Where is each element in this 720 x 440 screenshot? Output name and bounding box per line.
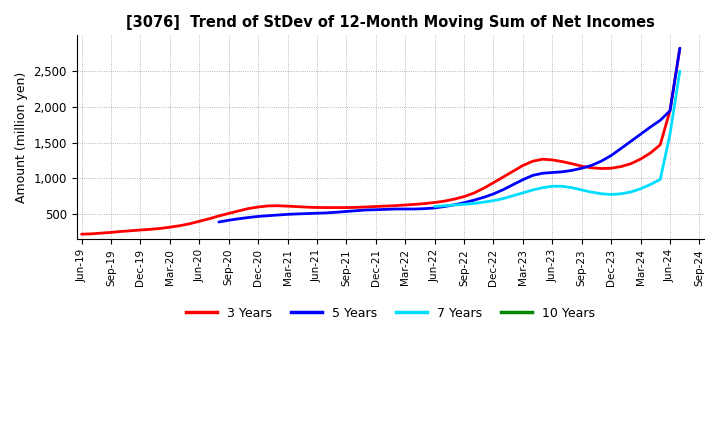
5 Years	[626, 139, 635, 144]
3 Years	[195, 219, 204, 224]
Legend: 3 Years, 5 Years, 7 Years, 10 Years: 3 Years, 5 Years, 7 Years, 10 Years	[181, 302, 600, 325]
5 Years	[616, 146, 625, 151]
Line: 7 Years: 7 Years	[435, 71, 680, 206]
Y-axis label: Amount (million yen): Amount (million yen)	[15, 72, 28, 203]
7 Years	[431, 204, 439, 209]
7 Years	[597, 191, 606, 196]
5 Years	[323, 210, 331, 216]
5 Years	[312, 211, 321, 216]
7 Years	[675, 69, 684, 74]
7 Years	[626, 189, 635, 194]
5 Years	[460, 200, 469, 205]
7 Years	[666, 132, 675, 137]
5 Years	[352, 208, 361, 213]
Title: [3076]  Trend of StDev of 12-Month Moving Sum of Net Incomes: [3076] Trend of StDev of 12-Month Moving…	[126, 15, 655, 30]
5 Years	[440, 204, 449, 209]
7 Years	[607, 192, 616, 197]
Line: 3 Years: 3 Years	[81, 48, 680, 234]
5 Years	[342, 209, 351, 214]
7 Years	[539, 185, 547, 191]
5 Years	[431, 205, 439, 211]
5 Years	[332, 209, 341, 215]
5 Years	[225, 218, 233, 223]
7 Years	[616, 191, 625, 196]
5 Years	[577, 165, 586, 171]
7 Years	[450, 202, 459, 208]
3 Years	[77, 231, 86, 237]
3 Years	[666, 108, 675, 113]
5 Years	[499, 187, 508, 192]
7 Years	[567, 185, 576, 191]
7 Years	[480, 199, 488, 205]
5 Years	[675, 46, 684, 51]
5 Years	[372, 207, 380, 213]
7 Years	[548, 183, 557, 189]
5 Years	[420, 206, 429, 211]
5 Years	[450, 202, 459, 208]
7 Years	[588, 190, 596, 195]
5 Years	[469, 198, 478, 203]
5 Years	[666, 108, 675, 114]
5 Years	[215, 220, 223, 225]
5 Years	[303, 211, 312, 216]
7 Years	[499, 196, 508, 201]
5 Years	[558, 169, 567, 174]
5 Years	[391, 206, 400, 212]
7 Years	[528, 187, 537, 193]
7 Years	[469, 201, 478, 206]
5 Years	[607, 153, 616, 158]
5 Years	[410, 206, 419, 212]
3 Years	[126, 228, 135, 233]
5 Years	[283, 212, 292, 217]
5 Years	[361, 207, 370, 213]
5 Years	[480, 195, 488, 200]
3 Years	[675, 46, 684, 51]
5 Years	[264, 213, 272, 218]
7 Years	[656, 177, 665, 182]
5 Years	[646, 125, 654, 130]
3 Years	[597, 166, 606, 171]
7 Years	[558, 183, 567, 189]
5 Years	[382, 207, 390, 212]
7 Years	[440, 203, 449, 209]
5 Years	[588, 163, 596, 168]
5 Years	[539, 171, 547, 176]
Line: 5 Years: 5 Years	[219, 48, 680, 222]
5 Years	[244, 215, 253, 220]
3 Years	[440, 198, 449, 204]
5 Years	[636, 132, 645, 137]
5 Years	[234, 216, 243, 221]
5 Years	[518, 177, 527, 182]
5 Years	[293, 211, 302, 216]
7 Years	[636, 186, 645, 191]
5 Years	[656, 117, 665, 123]
7 Years	[577, 187, 586, 193]
5 Years	[274, 213, 282, 218]
7 Years	[509, 193, 518, 198]
7 Years	[460, 202, 469, 207]
5 Years	[509, 182, 518, 187]
5 Years	[597, 158, 606, 164]
7 Years	[518, 190, 527, 195]
5 Years	[489, 191, 498, 197]
3 Years	[234, 208, 243, 213]
7 Years	[646, 182, 654, 187]
5 Years	[567, 168, 576, 173]
5 Years	[253, 214, 262, 219]
5 Years	[548, 170, 557, 175]
5 Years	[401, 206, 410, 212]
5 Years	[528, 173, 537, 178]
7 Years	[489, 198, 498, 203]
